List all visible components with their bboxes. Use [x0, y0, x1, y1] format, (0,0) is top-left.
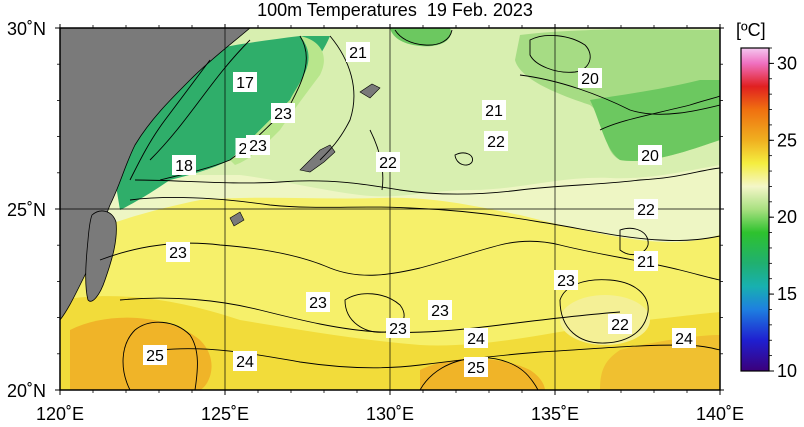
contour-label: 2: [239, 141, 248, 158]
contour-line: [619, 227, 649, 256]
colorbar-ticks: 10 15 20 25 30: [769, 47, 797, 381]
contour-label: 17: [236, 75, 254, 92]
contour-label: 23: [431, 303, 449, 320]
land-taiwan: [85, 210, 117, 302]
contour-label: 23: [169, 245, 187, 262]
contour-line: [134, 167, 720, 195]
contour-label: 25: [146, 348, 164, 365]
contour-label: 20: [641, 148, 659, 165]
contour-label: 21: [349, 45, 367, 62]
contour-label-bg: [166, 242, 190, 262]
contour-line: [559, 279, 649, 344]
contour-label-bg: [346, 42, 370, 62]
contour-label-bg: [672, 328, 696, 348]
contour-label: 24: [236, 354, 254, 371]
title-text: 100m Temperatures: [257, 0, 417, 20]
contour-label-bg: [484, 131, 508, 151]
contour-label: 22: [379, 155, 397, 172]
land-okinawa: [299, 144, 336, 173]
contour-line: [122, 321, 198, 390]
map-title: 100m Temperatures 19 Feb. 2023: [160, 0, 630, 20]
latitude-labels: 20˚N 25˚N 30˚N: [7, 19, 46, 401]
lon-label: 140˚E: [696, 404, 744, 424]
contour-label-bg: [554, 270, 578, 290]
colorbar-tick-label: 25: [777, 130, 797, 150]
contour-label-bg: [306, 292, 330, 312]
contour-label: 23: [557, 273, 575, 290]
contour-line: [129, 197, 720, 241]
colorbar-tick-label: 30: [777, 53, 797, 73]
contour-label-bg: [143, 345, 167, 365]
contour-line: [529, 34, 591, 73]
contour-label-bg: [386, 318, 410, 338]
contour-label: 22: [637, 202, 655, 219]
cold-patch-north: [390, 28, 451, 47]
colorbar-tick-label: 20: [777, 207, 797, 227]
lat-label: 20˚N: [7, 381, 46, 401]
contour-label: 21: [485, 103, 503, 120]
contour-label: 22: [611, 317, 629, 334]
contour-label: 24: [467, 331, 485, 348]
land-amami: [359, 83, 381, 99]
contour-label-bg: [271, 103, 295, 123]
contour-label: 21: [637, 254, 655, 271]
title-date: 19 Feb. 2023: [426, 0, 533, 20]
contour-label-bg: [428, 300, 452, 320]
contour-label: 18: [175, 158, 193, 175]
eddy-se: [560, 295, 650, 345]
warm-core-sw: [70, 317, 212, 390]
contour-label-bg: [634, 251, 658, 271]
contour-label-bg: [634, 199, 658, 219]
warm-core-se: [600, 335, 720, 390]
contour-label-bg: [464, 328, 488, 348]
contour-label-bg: [246, 135, 270, 155]
contour-label: 23: [274, 106, 292, 123]
colorbar-tick-label: 10: [777, 361, 797, 381]
contour-line: [394, 29, 453, 46]
contour-label: 22: [487, 134, 505, 151]
contour-label-bg: [464, 357, 488, 377]
contour-label-bg: [376, 152, 400, 172]
contour-label: 20: [581, 71, 599, 88]
contour-label-bg: [638, 145, 662, 165]
contour-label-bg: [233, 72, 257, 92]
lon-label: 135˚E: [531, 404, 579, 424]
contour-label: 23: [249, 138, 267, 155]
contour-label-bg: [482, 100, 506, 120]
longitude-labels: 120˚E 125˚E 130˚E 135˚E 140˚E: [36, 404, 744, 424]
contour-line: [454, 152, 473, 166]
lon-label: 120˚E: [36, 404, 84, 424]
contour-line: [419, 357, 539, 390]
contour-label-bg: [172, 155, 196, 175]
colorbar: [740, 47, 770, 372]
axis-ticks: [55, 24, 724, 395]
contour-line: [129, 59, 211, 181]
contour-label-bg: [578, 68, 602, 88]
contour-label: 23: [309, 295, 327, 312]
contour-line: [319, 35, 355, 161]
colorbar-unit: [ºC]: [736, 20, 766, 40]
contour-line: [599, 95, 720, 131]
land-ishigaki: [229, 211, 245, 227]
contour-line: [149, 39, 251, 161]
cold-eddy-ne-core: [590, 80, 720, 161]
lon-label: 125˚E: [201, 404, 249, 424]
land-china: [60, 28, 251, 321]
contour-label-bg: [233, 351, 257, 371]
colorbar-tick-label: 15: [777, 284, 797, 304]
contour-label: 24: [675, 331, 693, 348]
contour-label: 25: [467, 360, 485, 377]
lon-label: 130˚E: [366, 404, 414, 424]
contour-label: 23: [389, 321, 407, 338]
lat-label: 25˚N: [7, 200, 46, 220]
contour-line: [519, 74, 720, 115]
contour-label-bg: [608, 314, 632, 334]
lat-label: 30˚N: [7, 19, 46, 39]
